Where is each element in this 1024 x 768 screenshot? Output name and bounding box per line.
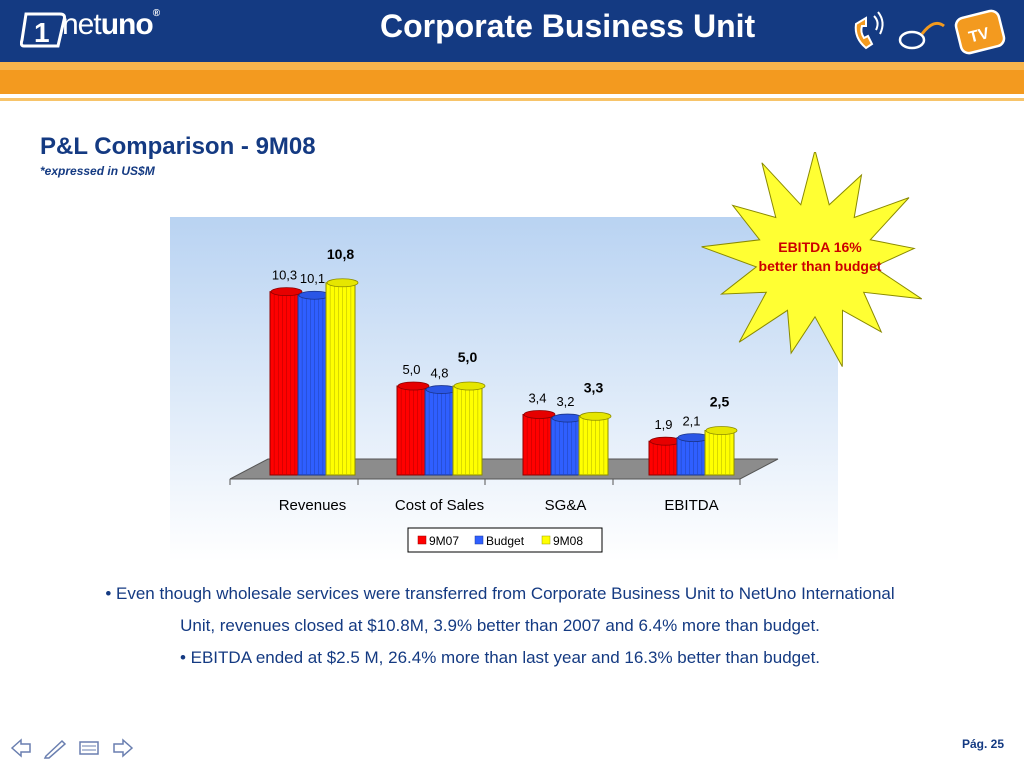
next-arrow-icon[interactable] — [113, 738, 134, 758]
data-label: 2,1 — [682, 414, 700, 429]
legend-label: Budget — [486, 534, 525, 548]
x-tick-label-group: Revenues Cost of Sales SG&A EBITDA — [279, 497, 719, 514]
navigation-controls — [10, 738, 134, 759]
pl-comparison-chart: 10,3 10,110,85,0 4,85,03,4 3,23,31,9 2,12,5 … — [170, 217, 838, 562]
netuno-logo: 1 — [20, 12, 66, 48]
orange-divider — [0, 98, 1024, 101]
data-label: 3,2 — [556, 394, 574, 409]
data-label: 4,8 — [430, 366, 448, 381]
page-number: Pág. 25 — [961, 737, 1004, 751]
header-bar: 1 netuno® Corporate Business Unit TV — [0, 0, 1024, 62]
data-label: 3,3 — [584, 379, 604, 395]
x-tick-label: Revenues — [279, 497, 347, 514]
callout-text: EBITDA 16% better than budget — [735, 238, 905, 276]
bar-group — [269, 278, 738, 476]
orange-band — [0, 62, 1024, 94]
x-tick-label: SG&A — [545, 497, 587, 514]
data-label: 3,4 — [528, 390, 546, 405]
bullet-2: • EBITDA ended at $2.5 M, 26.4% more tha… — [179, 648, 821, 667]
x-tick-label: EBITDA — [664, 497, 718, 514]
tv-icon: TV — [954, 9, 1006, 55]
legend-label: 9M07 — [429, 534, 459, 548]
previous-arrow-icon[interactable] — [10, 738, 31, 758]
data-label: 10,1 — [300, 271, 325, 286]
bar-budget-sg-a — [550, 413, 584, 476]
bar-9m08-ebitda — [704, 426, 738, 476]
starburst-callout — [701, 152, 923, 367]
mouse-icon — [898, 21, 945, 50]
legend-swatch — [474, 535, 484, 545]
tv-label: TV — [967, 25, 991, 47]
bar-budget-revenues — [297, 290, 331, 476]
bar-9m08-revenues — [325, 278, 359, 476]
phone-icon — [854, 11, 884, 50]
header-icons: TV — [854, 9, 1006, 55]
menu-icon[interactable] — [79, 741, 99, 755]
chart-legend: 9M07 Budget 9M08 — [407, 527, 603, 553]
bar-9m08-sg-a — [578, 411, 612, 476]
legend-box — [407, 527, 603, 553]
pen-icon[interactable] — [43, 739, 67, 759]
legend-label: 9M08 — [553, 534, 583, 548]
logo-number: 1 — [34, 17, 50, 48]
page-title: P&L Comparison - 9M08 — [40, 133, 316, 160]
data-label: 10,8 — [327, 246, 354, 262]
bullet-1: • Even though wholesale services were tr… — [105, 584, 895, 635]
bar-9m07-ebitda — [648, 436, 682, 476]
legend-swatch — [541, 535, 551, 545]
bar-budget-ebitda — [676, 433, 710, 476]
logo-text-net: net — [62, 8, 102, 41]
unit-title: Corporate Business Unit — [380, 8, 756, 44]
logo-registered-mark: ® — [152, 8, 160, 19]
x-tick-label: Cost of Sales — [395, 497, 484, 514]
logo-text-uno: uno — [100, 8, 154, 41]
bar-budget-cost-of-sales — [424, 385, 458, 476]
bar-9m07-cost-of-sales — [396, 381, 430, 476]
data-label: 5,0 — [458, 349, 478, 365]
data-label: 5,0 — [402, 362, 420, 377]
legend-swatch — [417, 535, 427, 545]
callout-line-2: better than budget — [758, 258, 882, 274]
commentary: • Even though wholesale services were tr… — [100, 578, 900, 674]
data-label: 2,5 — [710, 394, 730, 410]
bar-9m08-cost-of-sales — [452, 381, 486, 476]
data-label-group: 10,3 10,110,8 5,0 4,8 5,0 3,4 3,2 3,3 1,9 2,1 2,5 — [272, 246, 730, 432]
logo-wordmark: netuno® — [62, 8, 160, 42]
bar-9m07-sg-a — [522, 410, 556, 476]
data-label: 10,3 — [272, 268, 297, 283]
data-label: 1,9 — [654, 417, 672, 432]
page-subtitle: *expressed in US$M — [40, 164, 155, 178]
callout-line-1: EBITDA 16% — [778, 239, 862, 255]
bar-9m07-revenues — [269, 287, 303, 476]
